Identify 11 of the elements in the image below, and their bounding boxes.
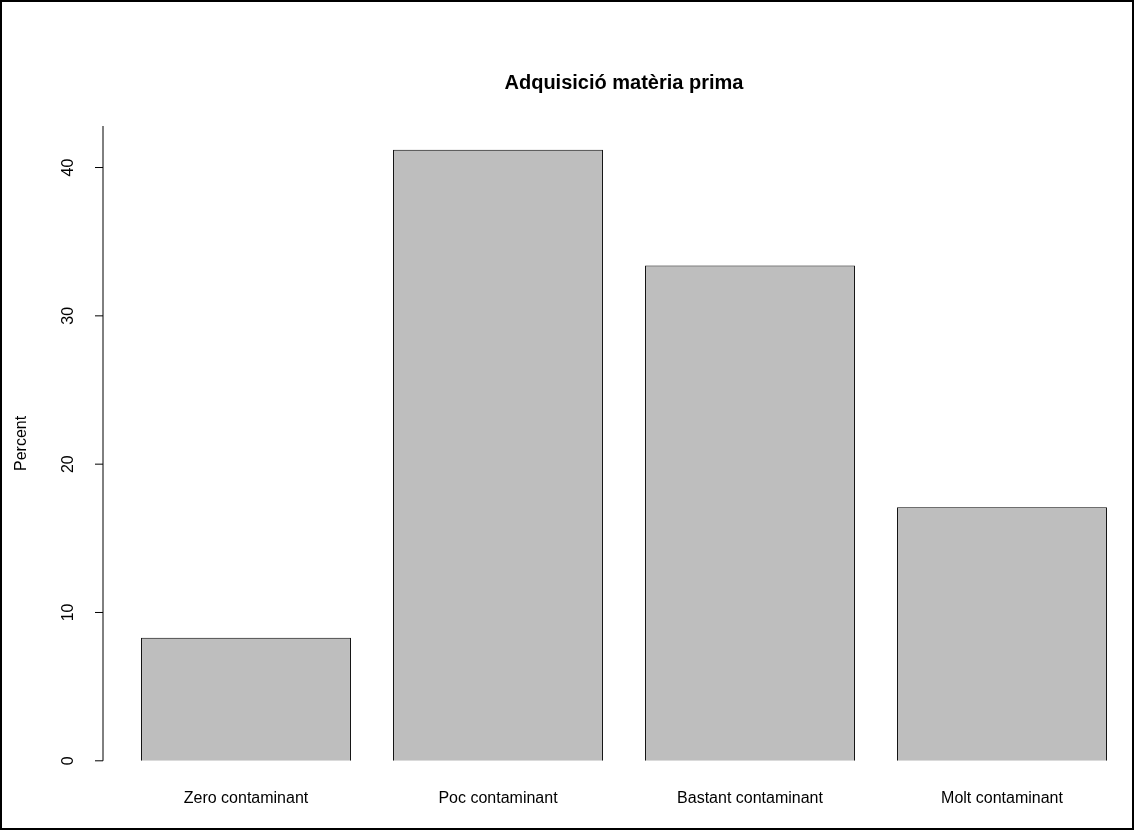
y-tick-label: 30 (59, 306, 77, 325)
x-tick-label: Zero contaminant (183, 788, 309, 806)
x-tick-label: Bastant contaminant (677, 788, 824, 806)
y-tick-label: 20 (59, 455, 77, 474)
y-tick-label: 40 (59, 158, 77, 177)
chart-title: Adquisició matèria prima (504, 70, 745, 93)
x-tick-label: Molt contaminant (941, 788, 1064, 806)
y-tick-label: 0 (59, 756, 77, 766)
y-axis-title: Percent (12, 415, 30, 471)
x-tick-label: Poc contaminant (438, 788, 559, 806)
y-tick-label: 10 (59, 603, 77, 622)
